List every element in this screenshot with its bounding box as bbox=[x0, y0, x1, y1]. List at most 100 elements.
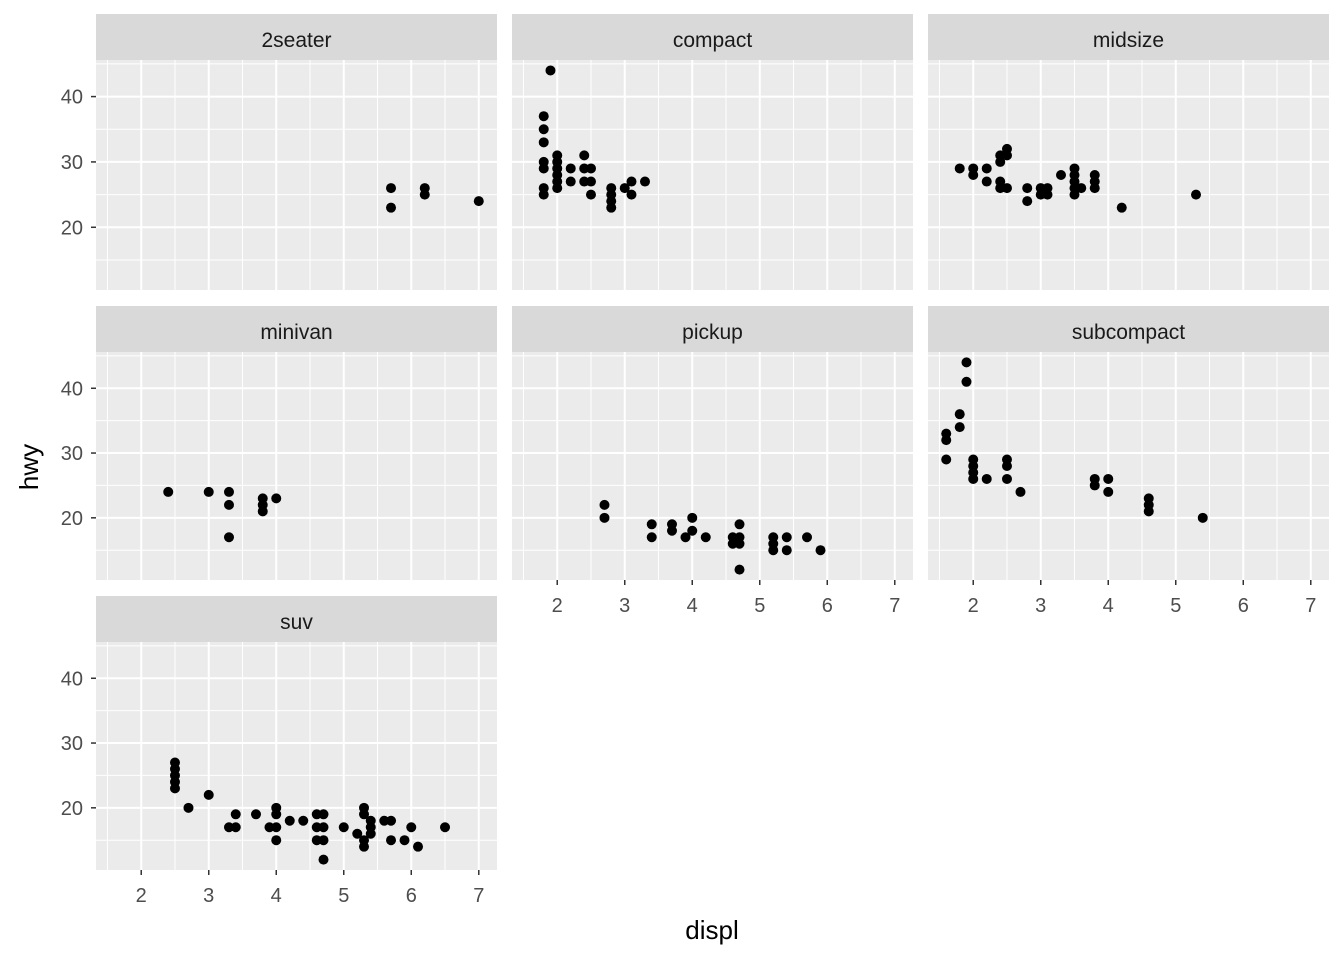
data-point bbox=[318, 854, 329, 865]
facet-strip-label: compact bbox=[673, 29, 753, 52]
x-tick-label: 7 bbox=[889, 595, 900, 617]
x-tick-label: 4 bbox=[1103, 595, 1114, 617]
facet-strip bbox=[96, 596, 497, 642]
data-point bbox=[318, 835, 329, 846]
facet-strip-label: 2seater bbox=[261, 29, 331, 52]
facet-compact: compact bbox=[512, 14, 913, 290]
data-point bbox=[163, 486, 174, 497]
x-axis-title: displ bbox=[685, 915, 738, 945]
x-tick-label: 3 bbox=[203, 885, 214, 907]
facet-strip-label: suv bbox=[280, 611, 313, 634]
data-point bbox=[223, 499, 234, 510]
y-axis-title: hwy bbox=[14, 444, 44, 490]
data-point bbox=[230, 809, 241, 820]
data-point bbox=[700, 532, 711, 543]
data-point bbox=[585, 163, 596, 174]
panel-background bbox=[96, 642, 497, 870]
x-tick-label: 2 bbox=[968, 595, 979, 617]
data-point bbox=[538, 124, 549, 135]
facet-strip-label: midsize bbox=[1093, 29, 1164, 52]
panel-background bbox=[512, 352, 913, 580]
panel-background bbox=[512, 60, 913, 290]
data-point bbox=[1015, 486, 1026, 497]
data-point bbox=[815, 545, 826, 556]
data-point bbox=[230, 822, 241, 833]
data-point bbox=[223, 486, 234, 497]
data-point bbox=[968, 163, 979, 174]
data-point bbox=[954, 422, 965, 433]
facet-strip bbox=[928, 306, 1329, 352]
y-tick-label: 30 bbox=[61, 733, 83, 755]
data-point bbox=[440, 822, 451, 833]
data-point bbox=[734, 564, 745, 575]
data-point bbox=[1022, 183, 1033, 194]
panel-background bbox=[928, 60, 1329, 290]
data-point bbox=[565, 176, 576, 187]
data-point bbox=[1191, 189, 1202, 200]
data-point bbox=[961, 376, 972, 387]
facet-2seater: 2seater 20 30 40 bbox=[61, 14, 497, 290]
data-point bbox=[781, 545, 792, 556]
data-point bbox=[639, 176, 650, 187]
data-point bbox=[1089, 473, 1100, 484]
y-tick-label: 20 bbox=[61, 217, 83, 239]
data-point bbox=[961, 357, 972, 368]
data-point bbox=[386, 835, 397, 846]
facet-strip-label: minivan bbox=[260, 321, 332, 344]
data-point bbox=[223, 532, 234, 543]
data-point bbox=[359, 835, 370, 846]
y-tick-label: 40 bbox=[61, 378, 83, 400]
data-point bbox=[1022, 196, 1033, 207]
data-point bbox=[538, 111, 549, 122]
data-point bbox=[781, 532, 792, 543]
data-point bbox=[585, 176, 596, 187]
x-tick-label: 7 bbox=[473, 885, 484, 907]
data-point bbox=[250, 809, 261, 820]
data-point bbox=[646, 532, 657, 543]
data-point bbox=[768, 532, 779, 543]
data-point bbox=[954, 163, 965, 174]
data-point bbox=[585, 189, 596, 200]
data-point bbox=[399, 835, 410, 846]
data-point bbox=[352, 828, 363, 839]
data-point bbox=[1001, 473, 1012, 484]
data-point bbox=[1143, 493, 1154, 504]
data-point bbox=[1089, 170, 1100, 180]
data-point bbox=[1103, 473, 1114, 484]
data-point bbox=[646, 519, 657, 530]
data-point bbox=[1076, 183, 1087, 194]
data-point bbox=[386, 202, 397, 213]
data-point bbox=[406, 822, 417, 833]
data-point bbox=[981, 176, 992, 187]
facet-minivan: minivan 20 30 40 bbox=[61, 306, 497, 580]
data-point bbox=[298, 815, 309, 826]
data-point bbox=[687, 512, 698, 523]
data-point bbox=[203, 789, 214, 800]
data-point bbox=[599, 499, 610, 510]
x-tick-label: 2 bbox=[552, 595, 563, 617]
facet-strip bbox=[512, 14, 913, 60]
facet-midsize: midsize bbox=[928, 14, 1329, 290]
data-point bbox=[545, 65, 556, 76]
facet-strip bbox=[512, 306, 913, 352]
data-point bbox=[183, 802, 194, 813]
facet-subcompact: subcompact 2 3 4 5 6 7 bbox=[928, 306, 1329, 617]
data-point bbox=[626, 176, 637, 187]
data-point bbox=[579, 150, 590, 161]
panel-background bbox=[928, 352, 1329, 580]
x-tick-label: 6 bbox=[1238, 595, 1249, 617]
panel-background bbox=[96, 60, 497, 290]
data-point bbox=[666, 519, 677, 530]
x-tick-label: 5 bbox=[1170, 595, 1181, 617]
y-tick-label: 40 bbox=[61, 668, 83, 690]
x-tick-label: 6 bbox=[822, 595, 833, 617]
data-point bbox=[386, 183, 397, 194]
data-point bbox=[169, 757, 180, 768]
data-point bbox=[626, 189, 637, 200]
data-point bbox=[338, 822, 349, 833]
data-point bbox=[954, 409, 965, 420]
data-point bbox=[734, 532, 745, 543]
data-point bbox=[257, 493, 268, 504]
y-tick-label: 20 bbox=[61, 508, 83, 530]
